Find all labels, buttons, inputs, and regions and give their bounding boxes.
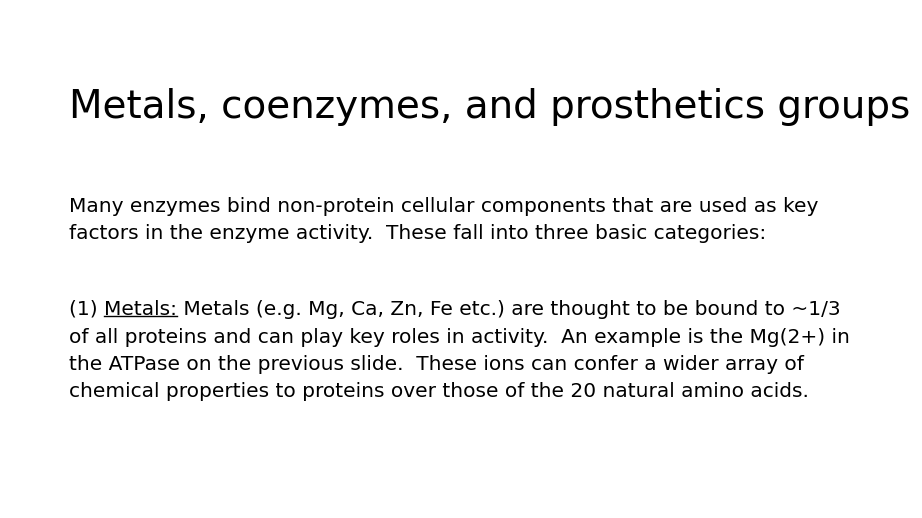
Text: Many enzymes bind non-protein cellular components that are used as key
factors i: Many enzymes bind non-protein cellular c… bbox=[69, 197, 819, 243]
Text: Metals, coenzymes, and prosthetics groups: Metals, coenzymes, and prosthetics group… bbox=[69, 88, 910, 126]
Text: (1) Metals: Metals (e.g. Mg, Ca, Zn, Fe etc.) are thought to be bound to ~1/3
of: (1) Metals: Metals (e.g. Mg, Ca, Zn, Fe … bbox=[69, 300, 850, 401]
